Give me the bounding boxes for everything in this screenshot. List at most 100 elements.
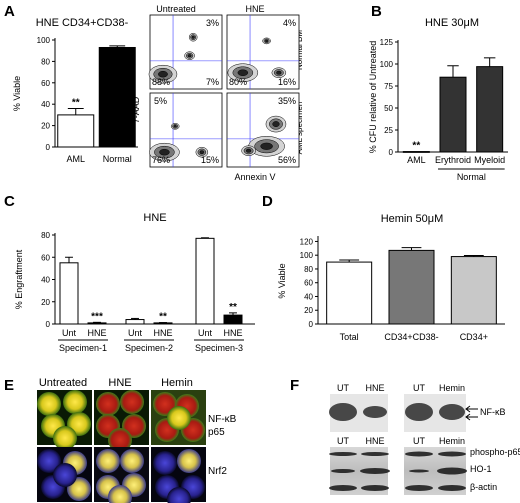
flow-density-contour: [199, 150, 205, 155]
micrograph-cell: [153, 451, 177, 475]
chart-c-category-label: Unt: [62, 328, 77, 338]
chart-b-bar: [476, 66, 504, 153]
flow-row-label-aml: AML specimen: [295, 102, 304, 155]
blot-band: [438, 451, 466, 457]
chart-c-group-label: Specimen-2: [125, 343, 173, 353]
flow-quadrant-ul-value: 5%: [154, 96, 167, 106]
blot-band: [329, 485, 357, 491]
blot-bottom-label-hemin: Hemin: [439, 436, 465, 446]
blot-top-label-hemin: Hemin: [439, 383, 465, 393]
blot-label-phospho-p65: phospho-p65: [470, 447, 520, 457]
flow-density-contour: [158, 70, 168, 78]
blot-bottom-label-hne: HNE: [365, 436, 384, 446]
chart-c-category-label: HNE: [87, 328, 106, 338]
blot-top-label-ut1: UT: [337, 383, 349, 393]
chart-c-significance: **: [159, 312, 167, 323]
chart-d-category-label: Total: [340, 332, 359, 342]
chart-d-category-label: CD34+: [460, 332, 488, 342]
chart-c-ytick-label: 0: [46, 320, 51, 329]
chart-a-title: HNE CD34+CD38-: [36, 17, 129, 29]
chart-d-bar: [450, 256, 497, 325]
flow-density-contour: [272, 121, 280, 127]
chart-a-viability: HNE CD34+CD38- % Viable 0 20 40 60 80 100 ** AML N…: [12, 17, 138, 164]
chart-c-category-label: HNE: [223, 328, 242, 338]
chart-b-category-label: Erythroid: [435, 155, 471, 165]
chart-c-ytick-label: 20: [41, 298, 50, 307]
chart-d-bar: [326, 261, 373, 325]
blot-band: [405, 485, 433, 491]
chart-c-engraftment: HNE % Engraftment 0 20 40 60 80 Unt *** HNE Unt ** H…: [14, 212, 255, 353]
blot-band: [405, 451, 433, 457]
chart-a-ytick-label: 0: [46, 143, 51, 152]
flow-y-axis-label: 7-AAD: [131, 96, 141, 123]
chart-a-ytick-label: 20: [41, 122, 50, 131]
chart-c-title: HNE: [143, 212, 166, 224]
chart-b-category-label: AML: [407, 155, 426, 165]
micrograph-cell: [108, 428, 132, 452]
blot-band: [361, 485, 389, 491]
chart-c-bar: [223, 314, 243, 325]
panel-letter-d: D: [262, 193, 273, 210]
flow-density-contour: [265, 39, 269, 43]
flow-quadrant-ll-value: 80%: [229, 77, 247, 87]
blot-band: [329, 452, 357, 456]
chart-c-group-label: Specimen-1: [59, 343, 107, 353]
chart-d-ylabel: % Viable: [277, 263, 287, 298]
chart-b-significance: **: [412, 141, 420, 152]
chart-c-bar: [195, 237, 215, 325]
chart-c-ylabel: % Engraftment: [14, 249, 24, 309]
chart-b-ytick-label: 25: [384, 126, 393, 135]
chart-a-bar: [57, 114, 95, 148]
flow-col-label-untreated: Untreated: [156, 4, 196, 14]
panel-letter-e: E: [4, 377, 14, 394]
flow-col-label-hne: HNE: [245, 4, 264, 14]
flow-density-contour: [159, 148, 170, 156]
micro-col-label-hne: HNE: [108, 377, 131, 389]
western-blot-panel: UT HNE UT Hemin UT HNE UT Hemin NF-κB ph…: [329, 383, 520, 495]
flow-density-contour: [260, 142, 273, 150]
blot-label-beta-actin: β-actin: [470, 482, 497, 492]
chart-c-bar: [59, 262, 79, 325]
panel-letter-a: A: [4, 3, 15, 20]
chart-d-ytick-label: 60: [304, 279, 313, 288]
chart-b-bar: [402, 151, 430, 153]
micrograph-cell: [120, 390, 144, 414]
chart-c-category-label: Unt: [128, 328, 143, 338]
chart-c-bar: [125, 319, 145, 325]
flow-quadrant-ll-value: 88%: [152, 77, 170, 87]
chart-b-ytick-label: 125: [380, 38, 394, 47]
panel-letter-f: F: [290, 377, 299, 394]
micrograph-cell: [96, 449, 120, 473]
micro-col-label-untreated: Untreated: [39, 377, 87, 389]
chart-b-ytick-label: 75: [384, 82, 393, 91]
flow-density-contour: [237, 69, 249, 76]
chart-b-title: HNE 30μM: [425, 17, 479, 29]
micrograph-cell: [96, 392, 120, 416]
chart-d-ytick-label: 40: [304, 292, 313, 301]
chart-c-ytick-label: 40: [41, 276, 50, 285]
chart-c-ytick-label: 60: [41, 253, 50, 262]
chart-d-ytick-label: 0: [309, 320, 314, 329]
micrograph-cell: [53, 463, 77, 487]
blot-band: [363, 406, 387, 418]
flow-cytometry-panel: Untreated HNE 7-AAD Annexin V Normal BM …: [131, 4, 304, 182]
arrow-icon: [465, 413, 478, 421]
chart-b-category-label: Myeloid: [474, 155, 505, 165]
blot-band: [437, 467, 467, 475]
flow-quadrant-lr-value: 15%: [201, 155, 219, 165]
chart-b-ytick-label: 100: [380, 60, 394, 69]
chart-a-significance: **: [72, 97, 80, 108]
micrograph-cell: [120, 449, 144, 473]
arrow-icon: [465, 405, 478, 413]
blot-label-nfkb: NF-κB: [480, 407, 506, 417]
panel-letter-c: C: [4, 193, 15, 210]
chart-d-ytick-label: 120: [300, 237, 314, 246]
micro-row-label-nrf2: Nrf2: [208, 466, 227, 477]
micro-col-label-hemin: Hemin: [161, 377, 193, 389]
chart-b-cfu: HNE 30μM % CFU relative of Untreated 0 25 50…: [368, 17, 508, 182]
blot-band: [439, 404, 465, 420]
blot-band: [438, 485, 466, 491]
chart-d-title: Hemin 50μM: [381, 213, 444, 225]
micro-row-label-nfkb: NF-κB p65: [208, 414, 239, 438]
flow-density-contour: [173, 125, 177, 128]
